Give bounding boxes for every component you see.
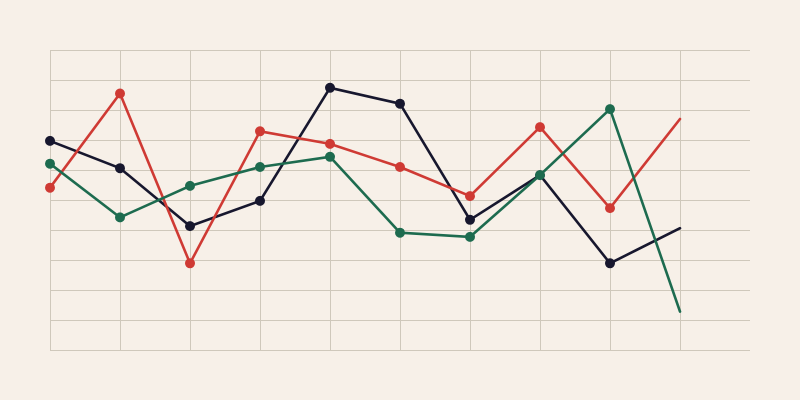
data-point-marker: [185, 258, 195, 269]
data-point-marker: [115, 163, 125, 174]
data-point-marker: [45, 158, 55, 169]
data-point-marker: [45, 182, 55, 193]
data-point-marker: [465, 191, 475, 202]
data-point-marker: [395, 98, 405, 109]
data-point-marker: [45, 135, 55, 146]
data-point-marker: [255, 162, 265, 172]
data-point-marker: [395, 162, 405, 172]
series-line-2: [48, 107, 682, 313]
data-point-marker: [535, 122, 545, 133]
data-point-marker: [325, 138, 335, 149]
data-point-marker: [115, 212, 125, 223]
series-line-1: [48, 92, 682, 265]
data-point-marker: [465, 231, 475, 242]
series-series-red: [45, 88, 682, 269]
data-point-marker: [395, 227, 405, 238]
series-series-green: [45, 104, 682, 313]
data-point-marker: [535, 170, 545, 181]
data-point-marker: [605, 203, 615, 214]
data-point-marker: [255, 195, 265, 206]
series-layer: [45, 82, 682, 313]
data-point-marker: [115, 88, 125, 99]
data-point-marker: [185, 221, 195, 232]
data-point-marker: [605, 258, 615, 269]
data-point-marker: [185, 180, 195, 191]
data-point-marker: [465, 214, 475, 225]
series-line-0: [48, 86, 682, 265]
data-point-marker: [325, 82, 335, 93]
data-point-marker: [325, 151, 335, 162]
data-point-marker: [255, 126, 265, 137]
data-point-marker: [605, 104, 615, 115]
